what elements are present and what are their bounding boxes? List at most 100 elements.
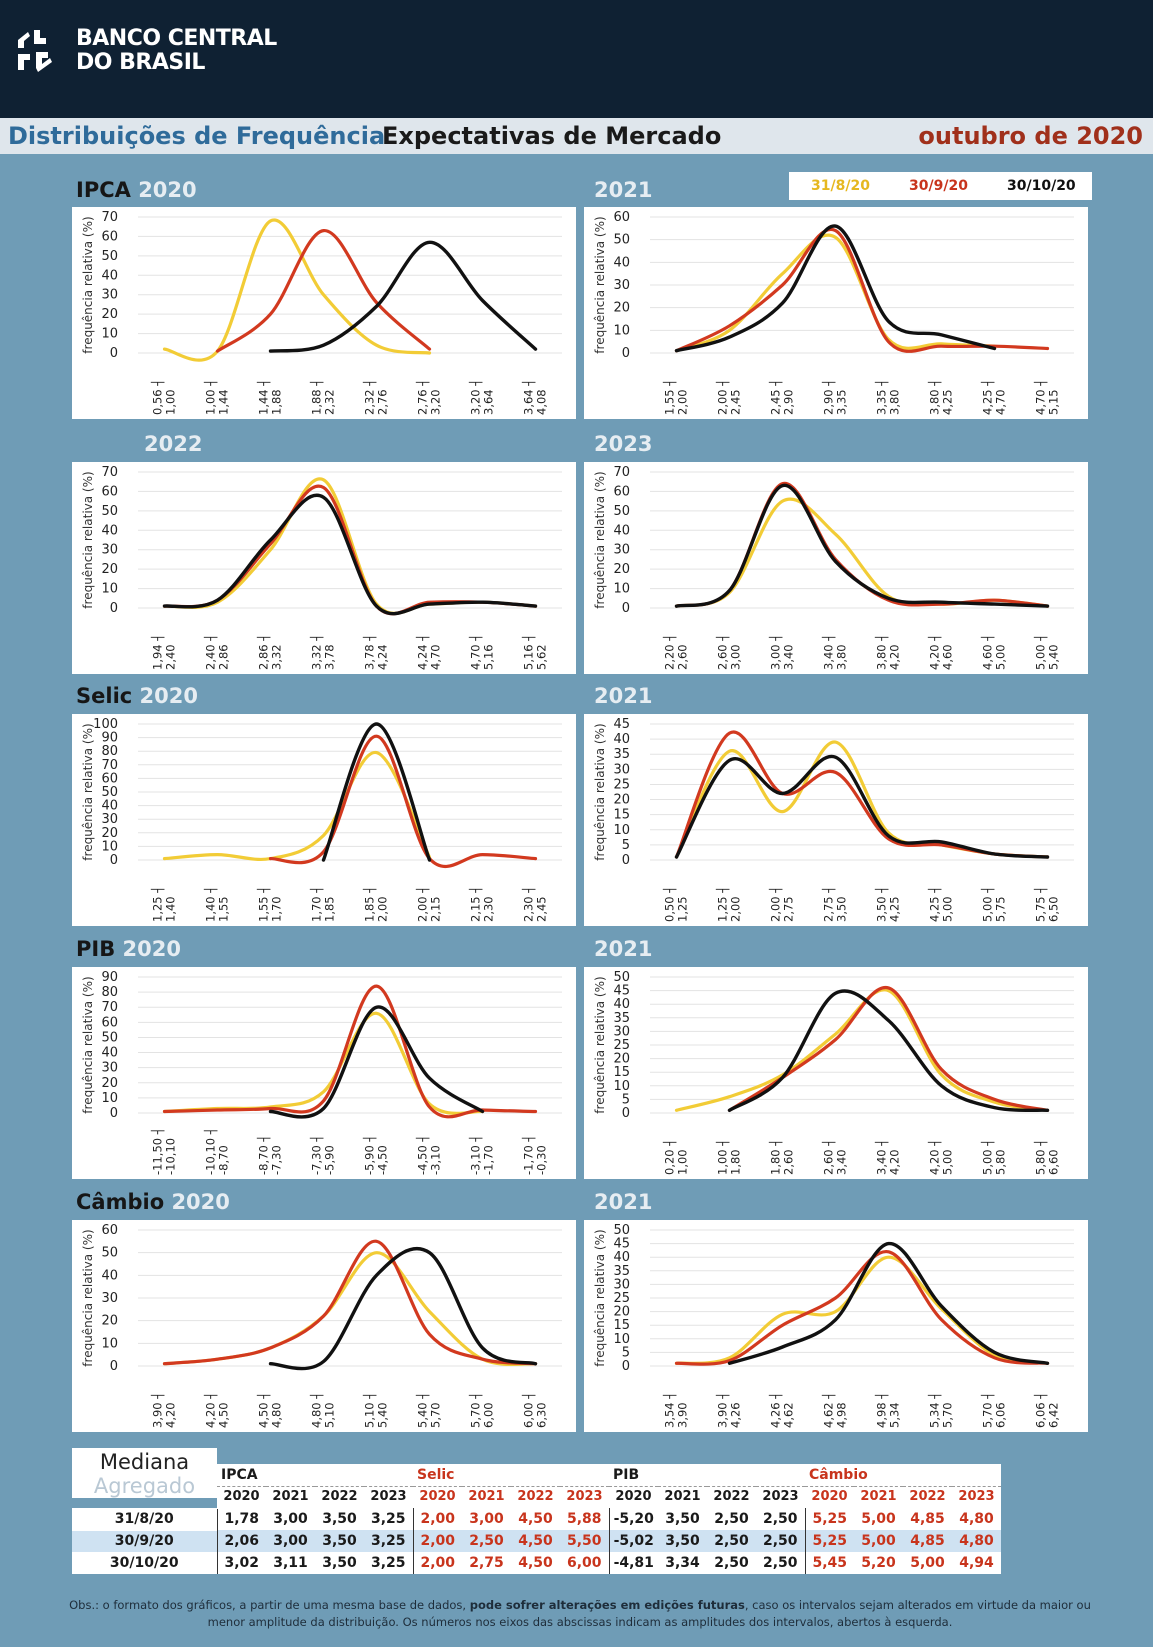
x-tick-label: 2,40 ┤ 2,86 xyxy=(204,634,231,670)
x-tick-label: 3,50 ┤ 4,25 xyxy=(875,886,902,922)
svg-text:3,35: 3,35 xyxy=(835,389,849,415)
svg-text:0,50 ┤: 0,50 ┤ xyxy=(663,886,677,922)
y-tick-label: 50 xyxy=(101,249,118,264)
svg-text:4,62 ┤: 4,62 ┤ xyxy=(822,1392,836,1428)
y-tick-label: 25 xyxy=(613,1038,630,1053)
series-line-30-10-20 xyxy=(321,722,432,862)
svg-text:3,90 ┤: 3,90 ┤ xyxy=(716,1392,730,1428)
median-title-box: Mediana Agregado xyxy=(72,1448,217,1498)
series-line-30-9-20 xyxy=(215,229,432,353)
x-tick-label: 4,25 ┤ 4,70 xyxy=(981,379,1008,415)
svg-text:5,40: 5,40 xyxy=(376,1402,390,1428)
y-tick-label: 40 xyxy=(613,255,630,270)
svg-text:5,34 ┤: 5,34 ┤ xyxy=(928,1392,942,1428)
median-subtitle: Agregado xyxy=(93,1474,196,1498)
svg-text:6,42: 6,42 xyxy=(1047,1402,1061,1428)
svg-text:4,25 ┤: 4,25 ┤ xyxy=(981,379,995,415)
table-year-header: 2022 xyxy=(903,1486,952,1508)
x-tick-label: 5,80 ┤ 6,60 xyxy=(1034,1139,1061,1175)
y-tick-label: 20 xyxy=(613,1052,630,1067)
table-cell: 4,50 xyxy=(511,1508,560,1530)
x-tick-label: 4,50 ┤ 4,80 xyxy=(257,1392,284,1428)
y-tick-label: 0 xyxy=(622,1359,630,1374)
y-tick-label: 60 xyxy=(101,229,118,244)
table-cell: -4,81 xyxy=(608,1552,658,1574)
x-tick-label: 3,00 ┤ 3,40 xyxy=(769,634,796,670)
y-tick-label: 0 xyxy=(110,1106,118,1121)
y-tick-label: 0 xyxy=(622,1106,630,1121)
chart-selic-2021: frequência relativa (%) 0 5 10 15 20 25 30 35 40 4… xyxy=(584,714,1088,926)
svg-text:3,80: 3,80 xyxy=(835,644,849,670)
table-group-header: IPCA xyxy=(217,1464,413,1487)
svg-text:2,76 ┤: 2,76 ┤ xyxy=(416,379,430,415)
svg-text:5,15: 5,15 xyxy=(1047,389,1061,415)
title-bar: Distribuições de Frequência Expectativas… xyxy=(0,118,1153,154)
section-year-ipca-2022: 2022 xyxy=(144,432,203,456)
series-line-30-10-20 xyxy=(674,483,1050,608)
x-tick-label: -11,50 ┤ -10,10 xyxy=(151,1127,178,1175)
x-tick-label: 2,32 ┤ 2,76 xyxy=(363,379,390,415)
y-tick-label: 40 xyxy=(613,732,630,747)
svg-text:-5,90: -5,90 xyxy=(323,1145,337,1175)
svg-text:5,75 ┤: 5,75 ┤ xyxy=(1034,886,1048,922)
table-group-header: PIB xyxy=(609,1464,805,1487)
svg-text:4,70 ┤: 4,70 ┤ xyxy=(1034,379,1048,415)
chart-ipca-2022: frequência relativa (%) 0 10 20 30 40 50 60 70 1,… xyxy=(72,462,576,674)
y-tick-label: 20 xyxy=(101,1076,118,1091)
section-year-ipca-2021: 2021 xyxy=(594,178,653,202)
svg-text:5,70: 5,70 xyxy=(429,1402,443,1428)
y-axis-label: frequência relativa (%) xyxy=(81,723,95,860)
svg-text:2,00: 2,00 xyxy=(729,896,743,922)
y-tick-label: 20 xyxy=(613,562,630,577)
svg-text:6,30: 6,30 xyxy=(535,1402,549,1428)
svg-text:4,20 ┤: 4,20 ┤ xyxy=(928,634,942,670)
svg-text:6,60: 6,60 xyxy=(1047,1149,1061,1175)
table-cell: 3,50 xyxy=(315,1552,364,1574)
x-tick-label: 1,25 ┤ 2,00 xyxy=(716,886,743,922)
table-year-header: 2021 xyxy=(658,1486,707,1508)
x-tick-label: 3,54 ┤ 3,90 xyxy=(663,1392,690,1428)
table-row-date: 30/10/20 xyxy=(72,1551,217,1574)
section-year-cambio-2020: 2020 xyxy=(171,1190,230,1214)
x-tick-label: 0,56 ┤ 1,00 xyxy=(151,379,178,415)
table-cell: 2,00 xyxy=(412,1552,462,1574)
y-tick-label: 60 xyxy=(101,1223,118,1238)
x-tick-label: 2,00 ┤ 2,75 xyxy=(769,886,796,922)
svg-text:4,20 ┤: 4,20 ┤ xyxy=(928,1139,942,1175)
table-cell: 1,78 xyxy=(216,1508,266,1530)
svg-text:3,40 ┤: 3,40 ┤ xyxy=(875,1139,889,1175)
y-tick-label: 100 xyxy=(93,717,118,732)
table-cell: 2,50 xyxy=(707,1508,756,1530)
y-tick-label: 20 xyxy=(613,301,630,316)
table-year-header: 2021 xyxy=(854,1486,903,1508)
y-tick-label: 0 xyxy=(110,1359,118,1374)
y-tick-label: 15 xyxy=(613,808,630,823)
svg-text:5,40: 5,40 xyxy=(1047,644,1061,670)
table-year-header: 2020 xyxy=(609,1486,658,1508)
svg-text:1,25: 1,25 xyxy=(676,896,690,922)
svg-text:5,16: 5,16 xyxy=(482,644,496,670)
title-part-2: Expectativas de Mercado xyxy=(382,122,722,150)
x-tick-label: 3,90 ┤ 4,20 xyxy=(151,1392,178,1428)
table-cell: 2,50 xyxy=(707,1530,756,1552)
svg-text:1,44: 1,44 xyxy=(217,389,231,415)
x-tick-label: 2,30 ┤ 2,45 xyxy=(522,886,549,922)
svg-text:3,54 ┤: 3,54 ┤ xyxy=(663,1392,677,1428)
y-axis-label: frequência relativa (%) xyxy=(593,1229,607,1366)
x-tick-label: 3,90 ┤ 4,26 xyxy=(716,1392,743,1428)
y-tick-label: 20 xyxy=(101,307,118,322)
svg-text:2,00: 2,00 xyxy=(376,896,390,922)
x-tick-label: 5,00 ┤ 5,75 xyxy=(981,886,1008,922)
table-cell: 6,00 xyxy=(560,1552,609,1574)
section-year-cambio-2021: 2021 xyxy=(594,1190,653,1214)
table-year-header: 2023 xyxy=(952,1486,1001,1508)
svg-text:4,60 ┤: 4,60 ┤ xyxy=(981,634,995,670)
series-line-30-10-20 xyxy=(674,224,997,353)
y-tick-label: 5 xyxy=(622,838,630,853)
table-cell: 3,00 xyxy=(266,1530,315,1552)
chart-legend: 31/8/20 30/9/20 30/10/20 xyxy=(789,172,1092,200)
svg-text:-7,30 ┤: -7,30 ┤ xyxy=(310,1135,324,1175)
x-tick-label: -8,70 ┤ -7,30 xyxy=(257,1135,284,1175)
svg-text:4,70: 4,70 xyxy=(994,389,1008,415)
x-tick-label: 2,60 ┤ 3,40 xyxy=(822,1139,849,1175)
